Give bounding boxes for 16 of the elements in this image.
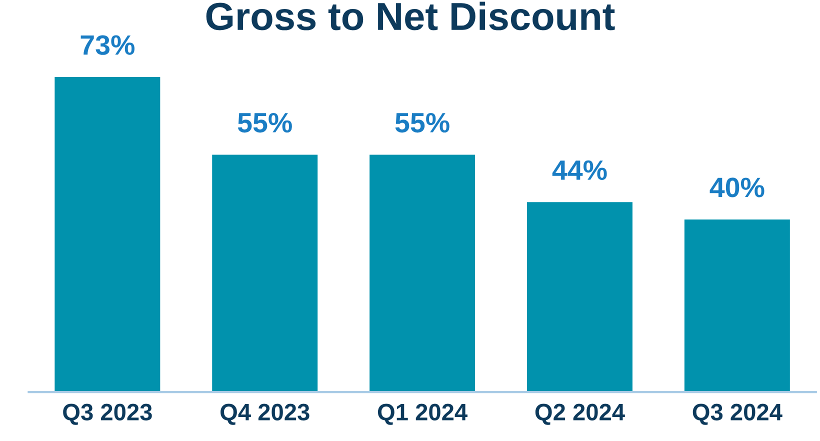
x-tick-label: Q3 2023 [63, 404, 152, 425]
bar [684, 219, 790, 392]
bar [54, 77, 160, 392]
data-label: 40% [710, 178, 764, 198]
x-tick-label: Q3 2024 [692, 404, 782, 425]
data-label: 55% [395, 112, 450, 133]
x-tick-label: Q4 2023 [220, 404, 310, 425]
chart-title: Gross to Net Discount [206, 2, 615, 30]
bar [212, 154, 318, 392]
data-label: 73% [80, 35, 134, 55]
bar [527, 202, 632, 392]
x-tick-label: Q2 2024 [535, 404, 625, 425]
x-tick-label: Q1 2024 [378, 404, 468, 425]
data-label: 44% [552, 160, 607, 180]
data-label: 55% [238, 112, 292, 133]
bar [370, 154, 476, 392]
